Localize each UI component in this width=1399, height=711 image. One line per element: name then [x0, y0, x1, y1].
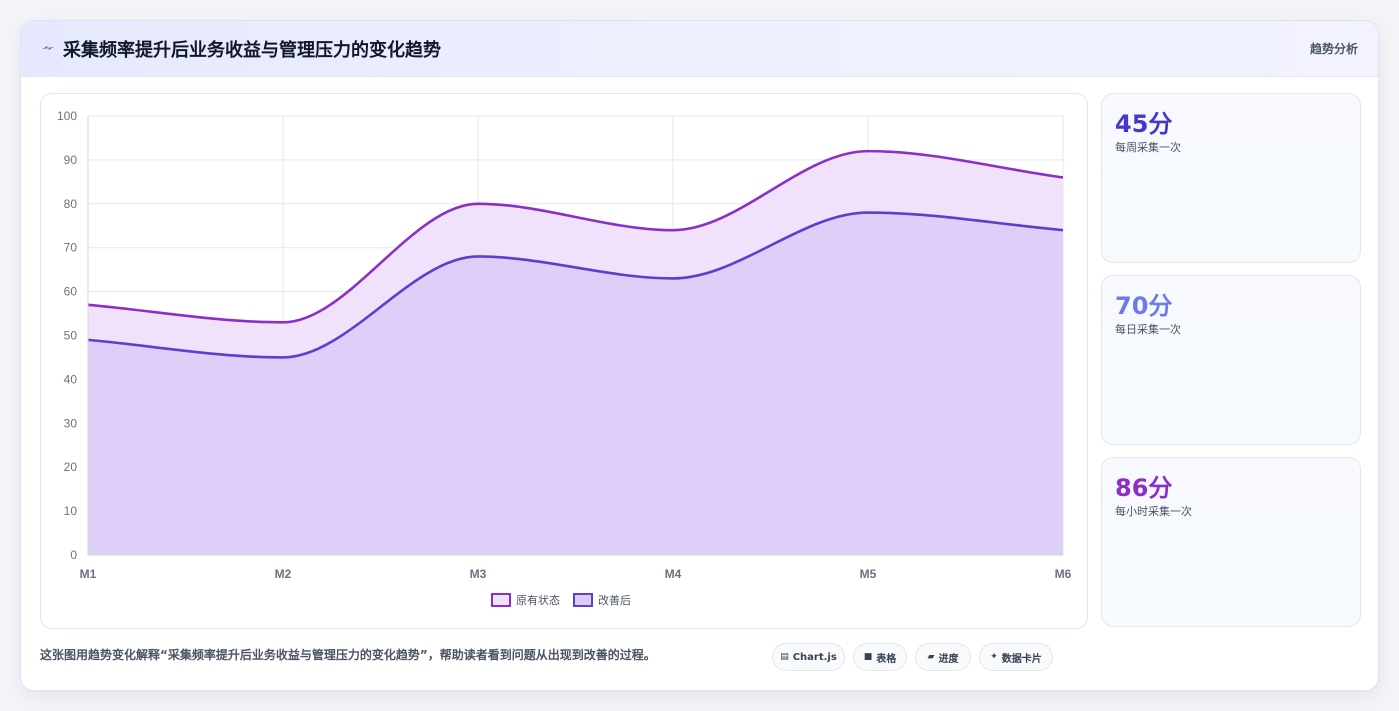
x-tick-label: M3 [470, 567, 487, 581]
y-tick-label: 20 [64, 460, 78, 474]
kpi-card-hourly: 86分 每小时采集一次 [1101, 457, 1361, 627]
chip-data-cards[interactable]: ✦ 数据卡片 [979, 643, 1053, 671]
chip-progress[interactable]: ▰ 进度 [915, 643, 971, 671]
chip-label: Chart.js [792, 651, 837, 663]
legend-label: 原有状态 [516, 593, 560, 607]
x-tick-label: M2 [275, 567, 292, 581]
lightning-icon [42, 46, 54, 50]
chart-card: 采集频率提升后业务收益与管理压力的变化趋势 趋势分析 0 10 20 30 40 50 60… [20, 20, 1379, 691]
kpi-label: 每周采集一次 [1115, 141, 1181, 154]
chip-label: 表格 [876, 653, 897, 665]
x-tick-label: M4 [665, 567, 682, 581]
header-tag: 趋势分析 [1309, 42, 1358, 56]
chip-label: 数据卡片 [1001, 653, 1042, 665]
y-tick-label: 10 [64, 504, 78, 518]
x-tick-label: M5 [860, 567, 877, 581]
y-tick-label: 80 [64, 197, 78, 211]
chart-caption: 这张图用趋势变化解释“采集频率提升后业务收益与管理压力的变化趋势”，帮助读者看到… [40, 648, 656, 662]
sparkle-icon: ✦ [990, 652, 998, 662]
x-tick-label: M1 [80, 567, 97, 581]
table-icon: ■ [863, 652, 873, 662]
chip-table[interactable]: ■ 表格 [853, 643, 907, 671]
chart-panel: 0 10 20 30 40 50 60 70 80 90 100 M1 M2 M3 M4 M5 M6 原有状态 改善… [40, 93, 1088, 629]
y-tick-label: 0 [70, 548, 77, 562]
progress-icon: ▰ [927, 652, 935, 662]
series-line [87, 149, 1064, 324]
legend-swatch [491, 593, 511, 607]
y-tick-label: 60 [64, 285, 78, 299]
y-tick-label: 40 [64, 372, 78, 386]
y-tick-label: 100 [57, 109, 77, 123]
x-tick-label: M6 [1055, 567, 1072, 581]
y-tick-label: 70 [64, 241, 78, 255]
series-area [88, 212, 1063, 555]
kpi-value: 86分 [1115, 474, 1173, 502]
y-tick-label: 90 [64, 153, 78, 167]
y-tick-label: 50 [64, 329, 78, 343]
kpi-card-weekly: 45分 每周采集一次 [1101, 93, 1361, 263]
kpi-label: 每小时采集一次 [1115, 505, 1192, 518]
kpi-card-daily: 70分 每日采集一次 [1101, 275, 1361, 445]
kpi-value: 70分 [1115, 292, 1173, 320]
card-header: 采集频率提升后业务收益与管理压力的变化趋势 趋势分析 [21, 21, 1378, 77]
kpi-value: 45分 [1115, 110, 1173, 138]
series-line [87, 211, 1064, 359]
page-title: 采集频率提升后业务收益与管理压力的变化趋势 [63, 40, 441, 61]
chip-chartjs[interactable]: ▤ Chart.js [772, 643, 845, 671]
legend-label: 改善后 [598, 593, 631, 607]
y-tick-label: 30 [64, 416, 78, 430]
legend-swatch [573, 593, 593, 607]
area-chart: 0 10 20 30 40 50 60 70 80 90 100 M1 M2 M3 M4 M5 M6 原有状态 改善… [57, 109, 1072, 607]
chip-label: 进度 [938, 653, 959, 665]
kpi-label: 每日采集一次 [1115, 323, 1181, 336]
chart-icon: ▤ [780, 652, 789, 662]
